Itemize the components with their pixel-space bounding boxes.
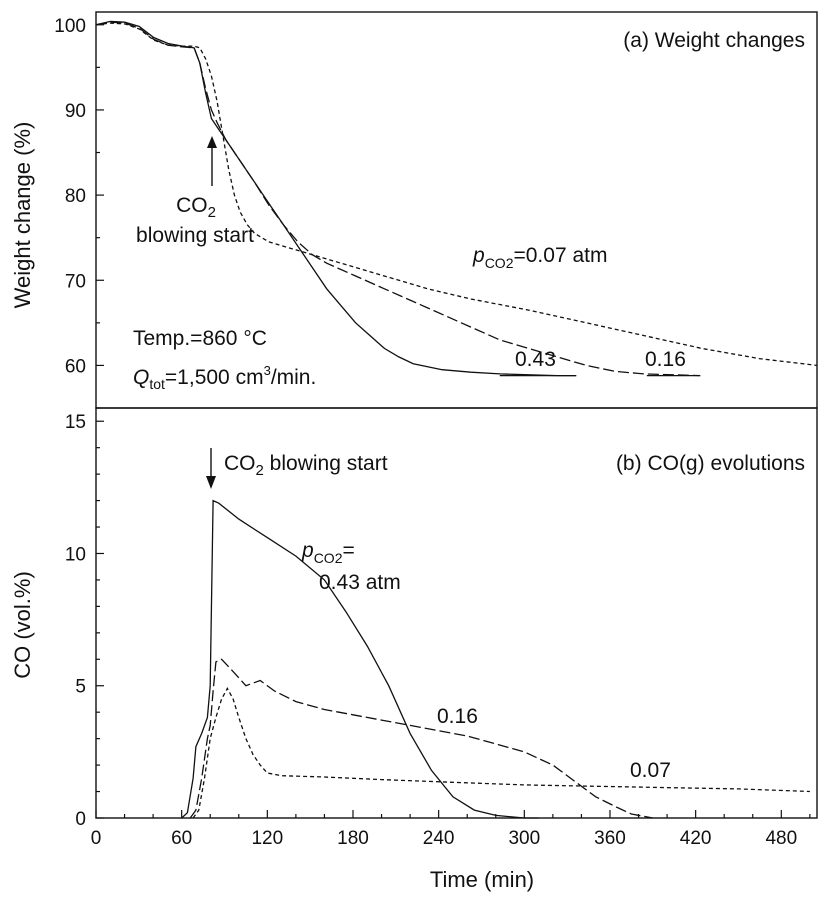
panel-b-x-ticks: 0 60 120 180 240 300 360 420 480	[91, 810, 811, 849]
temperature-label: Temp.=860 °C	[133, 327, 267, 350]
weight-series-0-16	[95, 21, 701, 377]
y-tick-label: 60	[65, 356, 86, 377]
y-tick-label: 90	[65, 101, 86, 122]
panel-b-y-axis-title: CO (vol.%)	[10, 571, 35, 679]
y-tick-label: 10	[65, 544, 86, 565]
y-tick-label: 100	[54, 16, 86, 37]
y-tick-label: 0	[75, 809, 86, 830]
x-axis-title: Time (min)	[430, 867, 534, 892]
weight-series-0-07	[95, 22, 818, 367]
co2-blowing-label-line2: blowing start	[136, 224, 254, 247]
panel-b-frame	[95, 407, 818, 819]
x-tick-label: 60	[171, 828, 192, 849]
co2-arrow-head	[207, 136, 217, 148]
x-tick-label: 240	[423, 828, 455, 849]
y-tick-label: 5	[75, 677, 86, 698]
y-tick-label: 15	[65, 412, 86, 433]
label-0-16-bottom: 0.16	[437, 705, 478, 728]
x-tick-label: 360	[594, 828, 626, 849]
panel-a: 60 70 80 90 100 (a) Weight changes Weight ch…	[10, 11, 818, 409]
co-series-0-07	[192, 687, 810, 819]
x-tick-label: 120	[251, 828, 283, 849]
label-0-07-bottom: 0.07	[630, 759, 671, 782]
x-tick-label: 180	[337, 828, 369, 849]
x-tick-label: 300	[508, 828, 540, 849]
co-series-0-16	[189, 658, 653, 819]
p-co2-label-bottom: pCO2=	[301, 539, 355, 566]
panel-b-series	[181, 499, 810, 819]
label-0-43-top: 0.43	[515, 348, 556, 371]
x-tick-label: 0	[91, 828, 102, 849]
panel-a-series	[95, 20, 818, 377]
x-tick-label: 420	[680, 828, 712, 849]
panel-b-title: (b) CO(g) evolutions	[616, 452, 805, 475]
label-0-16-top: 0.16	[645, 348, 686, 371]
panel-a-y-axis-title: Weight change (%)	[10, 122, 35, 309]
co2-start-label: CO2 blowing start	[224, 452, 388, 479]
p-co2-value-bottom: 0.43 atm	[319, 571, 401, 594]
y-tick-label: 70	[65, 271, 86, 292]
co-series-0-43-atm	[181, 499, 539, 819]
p-co2-label: pCO2=0.07 atm	[472, 244, 607, 271]
x-tick-label: 480	[765, 828, 797, 849]
co2-blowing-label: CO2	[176, 194, 216, 221]
y-tick-label: 80	[65, 186, 86, 207]
panel-a-title: (a) Weight changes	[623, 29, 805, 52]
co2-start-arrow-head	[206, 476, 216, 489]
weight-series-0-43	[95, 20, 577, 377]
panel-b-y-ticks: 0 5 10 15	[65, 412, 104, 830]
flow-rate-label: Qtot=1,500 cm3/min.	[133, 363, 316, 392]
panel-b: 0 5 10 15 0 60 120 180 240 300 360 420 480 (b) CO(g…	[10, 407, 818, 892]
